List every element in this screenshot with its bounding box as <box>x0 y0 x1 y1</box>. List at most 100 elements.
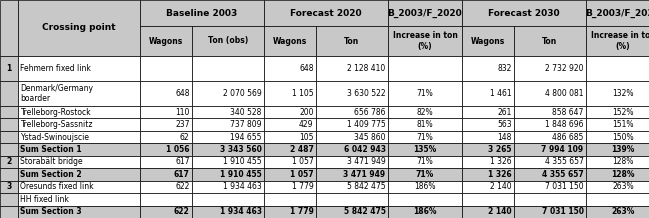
Bar <box>514 143 586 156</box>
Bar <box>192 56 264 81</box>
Bar <box>388 168 462 181</box>
Text: 1 105: 1 105 <box>292 89 313 98</box>
Text: B_2003/F_2030: B_2003/F_2030 <box>585 9 649 18</box>
Text: 2 140: 2 140 <box>488 207 511 216</box>
Text: 5 842 475: 5 842 475 <box>343 207 386 216</box>
Bar <box>192 26 264 56</box>
Bar <box>586 56 649 81</box>
Text: Storabält bridge: Storabält bridge <box>21 157 83 166</box>
Text: 194 655: 194 655 <box>230 133 262 141</box>
Text: 3 265: 3 265 <box>488 145 511 154</box>
Bar <box>192 106 264 118</box>
Bar <box>586 193 649 206</box>
Bar <box>462 118 514 131</box>
Bar <box>462 156 514 168</box>
Bar <box>388 26 462 56</box>
Bar <box>0 131 18 143</box>
Text: 2: 2 <box>6 157 12 166</box>
Bar <box>264 81 316 106</box>
Text: 263%: 263% <box>611 207 635 216</box>
Text: 648: 648 <box>175 89 190 98</box>
Text: 150%: 150% <box>612 133 634 141</box>
Text: 71%: 71% <box>417 133 434 141</box>
Bar <box>192 156 264 168</box>
Bar <box>586 131 649 143</box>
Text: 105: 105 <box>299 133 313 141</box>
Text: Increase in ton
(%): Increase in ton (%) <box>393 31 458 51</box>
Bar <box>192 118 264 131</box>
Bar <box>0 118 18 131</box>
Text: 4 355 657: 4 355 657 <box>545 157 583 166</box>
Bar <box>316 131 388 143</box>
Text: 128%: 128% <box>611 170 635 179</box>
Bar <box>264 131 316 143</box>
Bar <box>586 206 649 218</box>
Text: Trelleborg-Sassnitz: Trelleborg-Sassnitz <box>21 120 93 129</box>
Bar <box>388 131 462 143</box>
Bar <box>462 131 514 143</box>
Bar <box>462 106 514 118</box>
Bar <box>18 131 140 143</box>
Text: Wagons: Wagons <box>149 36 183 46</box>
Text: 2 070 569: 2 070 569 <box>223 89 262 98</box>
Text: Ystad-Swinoujscie: Ystad-Swinoujscie <box>21 133 90 141</box>
Text: 135%: 135% <box>413 145 437 154</box>
Text: 648: 648 <box>299 64 313 73</box>
Bar <box>514 26 586 56</box>
Text: 81%: 81% <box>417 120 434 129</box>
Bar <box>264 143 316 156</box>
Bar <box>462 26 514 56</box>
Bar <box>18 143 140 156</box>
Bar <box>264 206 316 218</box>
Bar <box>586 156 649 168</box>
Bar <box>388 106 462 118</box>
Bar <box>0 106 18 118</box>
Text: Fehmern fixed link: Fehmern fixed link <box>21 64 92 73</box>
Bar <box>462 193 514 206</box>
Bar <box>264 56 316 81</box>
Bar <box>388 193 462 206</box>
Bar <box>18 0 140 56</box>
Text: Ton: Ton <box>543 36 557 46</box>
Text: 186%: 186% <box>413 207 437 216</box>
Text: 6 042 943: 6 042 943 <box>343 145 386 154</box>
Bar <box>316 193 388 206</box>
Bar <box>514 206 586 218</box>
Text: 1 461: 1 461 <box>490 89 511 98</box>
Text: 3 471 949: 3 471 949 <box>347 157 386 166</box>
Bar <box>264 26 316 56</box>
Bar <box>388 181 462 193</box>
Text: 2 487: 2 487 <box>289 145 313 154</box>
Bar <box>388 206 462 218</box>
Text: Ton (obs): Ton (obs) <box>208 36 248 46</box>
Bar <box>316 168 388 181</box>
Bar <box>18 206 140 218</box>
Bar <box>140 156 192 168</box>
Bar <box>264 118 316 131</box>
Bar <box>0 56 18 81</box>
Bar <box>388 118 462 131</box>
Bar <box>316 81 388 106</box>
Bar <box>586 118 649 131</box>
Bar <box>0 0 18 56</box>
Bar <box>18 81 140 106</box>
Text: 1 326: 1 326 <box>488 170 511 179</box>
Bar <box>586 26 649 56</box>
Bar <box>316 181 388 193</box>
Bar <box>462 206 514 218</box>
Text: 617: 617 <box>175 157 190 166</box>
Text: Forecast 2030: Forecast 2030 <box>488 9 560 17</box>
Bar <box>316 106 388 118</box>
Text: 617: 617 <box>174 170 190 179</box>
Text: 2 732 920: 2 732 920 <box>545 64 583 73</box>
Bar <box>140 106 192 118</box>
Text: Sum Section 2: Sum Section 2 <box>21 170 82 179</box>
Bar <box>514 168 586 181</box>
Text: Baseline 2003: Baseline 2003 <box>166 9 238 17</box>
Bar <box>514 131 586 143</box>
Text: 7 031 150: 7 031 150 <box>545 182 583 191</box>
Text: 71%: 71% <box>416 170 434 179</box>
Text: 4 355 657: 4 355 657 <box>542 170 583 179</box>
Text: 1 057: 1 057 <box>290 170 313 179</box>
Bar <box>514 56 586 81</box>
